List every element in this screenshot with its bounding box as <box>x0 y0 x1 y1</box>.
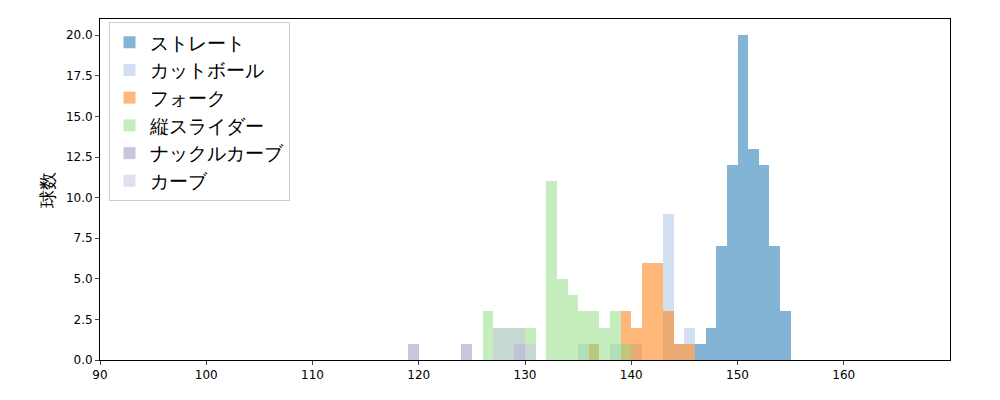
svg-text:ナックルカーブ: ナックルカーブ <box>150 142 284 164</box>
svg-text:球数: 球数 <box>37 172 58 208</box>
svg-text:縦スライダー: 縦スライダー <box>149 115 264 137</box>
svg-text:17.5: 17.5 <box>66 69 93 83</box>
svg-text:5.0: 5.0 <box>74 272 93 286</box>
svg-text:ストレート: ストレート <box>150 32 245 54</box>
svg-text:130: 130 <box>514 368 537 382</box>
svg-text:20.0: 20.0 <box>66 28 93 42</box>
svg-text:2.5: 2.5 <box>74 313 93 327</box>
svg-text:140: 140 <box>620 368 643 382</box>
svg-text:110: 110 <box>301 368 324 382</box>
svg-text:10.0: 10.0 <box>66 191 93 205</box>
svg-text:カーブ: カーブ <box>150 170 208 192</box>
svg-text:フォーク: フォーク <box>150 87 226 109</box>
svg-text:7.5: 7.5 <box>74 231 93 245</box>
svg-text:12.5: 12.5 <box>66 150 93 164</box>
svg-text:100: 100 <box>195 368 218 382</box>
svg-text:0.0: 0.0 <box>74 353 93 367</box>
svg-text:カットボール: カットボール <box>150 59 264 81</box>
svg-text:160: 160 <box>832 368 855 382</box>
svg-text:90: 90 <box>92 368 107 382</box>
svg-text:120: 120 <box>407 368 430 382</box>
svg-text:150: 150 <box>726 368 749 382</box>
svg-text:15.0: 15.0 <box>66 110 93 124</box>
